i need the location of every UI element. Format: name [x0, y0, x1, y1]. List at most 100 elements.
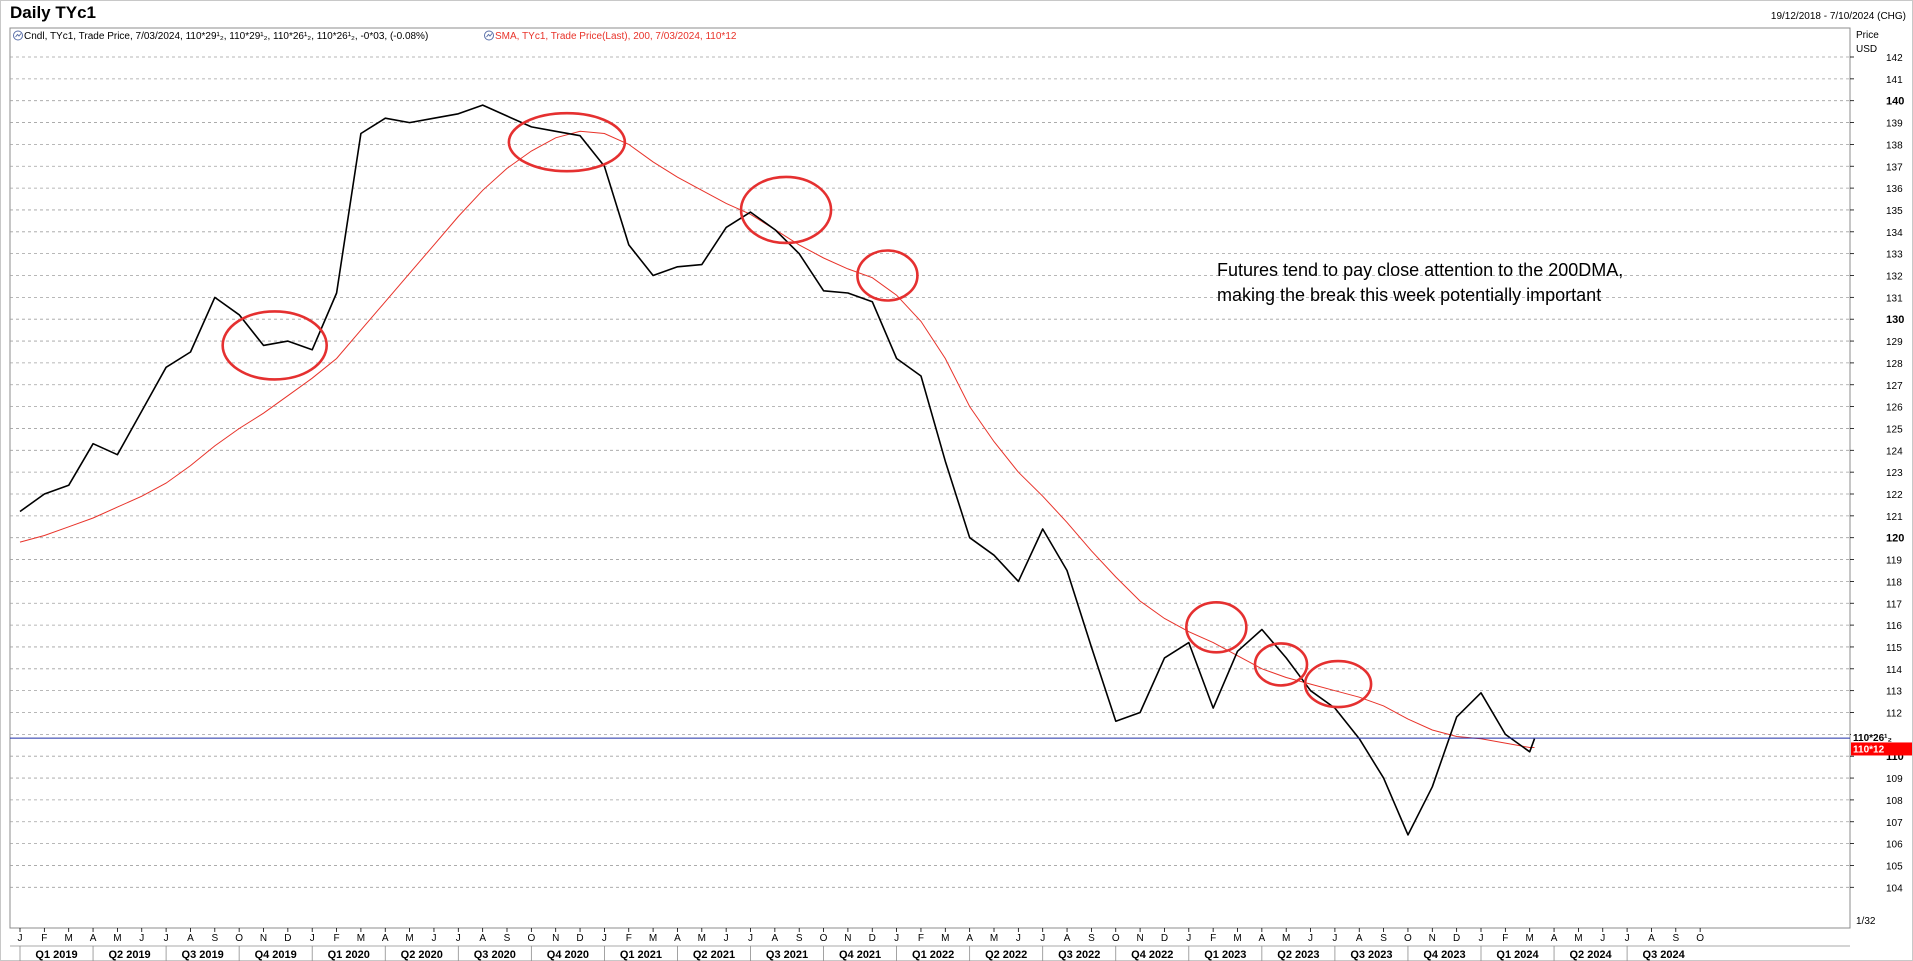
highlight-circle — [507, 111, 627, 173]
price-tick-label: 116 — [1886, 621, 1902, 632]
price-tick-label: 136 — [1886, 184, 1903, 195]
price-tick-label: 120 — [1886, 533, 1904, 545]
month-label: D — [284, 933, 291, 944]
month-label: J — [1625, 933, 1630, 944]
month-label: F — [1210, 933, 1216, 944]
month-label: J — [1040, 933, 1045, 944]
month-label: M — [113, 933, 121, 944]
price-tick-label: 138 — [1886, 140, 1903, 151]
month-label: D — [1161, 933, 1168, 944]
month-label: J — [431, 933, 436, 944]
price-tick-label: 112 — [1886, 709, 1902, 720]
price-tick-label: 135 — [1886, 206, 1903, 217]
sma-price-tag — [1851, 742, 1912, 756]
quarter-label: Q4 2021 — [839, 949, 881, 961]
price-tick-label: 124 — [1886, 446, 1903, 457]
plot-area — [9, 27, 1851, 929]
month-label: M — [1233, 933, 1241, 944]
month-label: A — [1648, 933, 1655, 944]
month-label: M — [405, 933, 413, 944]
month-label: J — [1186, 933, 1191, 944]
month-label: J — [1479, 933, 1484, 944]
price-tick-label: 122 — [1886, 490, 1903, 501]
price-tick-label: 126 — [1886, 403, 1903, 414]
month-label: J — [139, 933, 144, 944]
price-tick-label: 134 — [1886, 228, 1903, 239]
price-tick-label: 127 — [1886, 381, 1903, 392]
chart-icon-glyph — [486, 33, 493, 38]
legend-sma[interactable]: SMA, TYc1, Trade Price(Last), 200, 7/03/… — [484, 30, 737, 42]
price-tick-label: 105 — [1886, 861, 1903, 872]
unit-label: 1/32 — [1856, 916, 1876, 927]
quarter-label: Q4 2022 — [1131, 949, 1173, 961]
month-label: M — [357, 933, 365, 944]
month-label: M — [1282, 933, 1290, 944]
month-label: A — [1551, 933, 1558, 944]
month-label: N — [844, 933, 851, 944]
price-tick-label: 108 — [1886, 796, 1903, 807]
month-label: J — [1016, 933, 1021, 944]
price-tick-label: 104 — [1886, 883, 1903, 894]
month-label: O — [820, 933, 828, 944]
month-label: J — [456, 933, 461, 944]
price-axis-title: Price — [1856, 30, 1879, 41]
month-label: J — [164, 933, 169, 944]
price-tick-label: 125 — [1886, 424, 1903, 435]
month-label: S — [504, 933, 511, 944]
month-label: O — [235, 933, 243, 944]
quarter-label: Q2 2022 — [985, 949, 1027, 961]
price-tick-label: 128 — [1886, 359, 1903, 370]
month-label: A — [382, 933, 389, 944]
price-axis: 1041051061071081091101111121131141151161… — [1850, 53, 1904, 894]
quarter-label: Q3 2021 — [766, 949, 808, 961]
quarter-label: Q2 2021 — [693, 949, 735, 961]
month-label: M — [1574, 933, 1582, 944]
month-label: S — [1088, 933, 1095, 944]
month-label: M — [65, 933, 73, 944]
quarter-label: Q4 2023 — [1423, 949, 1465, 961]
quarter-label: Q3 2019 — [182, 949, 224, 961]
sma-price-tag-text: 110*12 — [1853, 744, 1885, 755]
price-tick-label: 123 — [1886, 468, 1903, 479]
quarter-label: Q1 2020 — [328, 949, 370, 961]
month-label: D — [869, 933, 876, 944]
month-label: F — [918, 933, 924, 944]
month-label: J — [894, 933, 899, 944]
month-label: N — [260, 933, 267, 944]
month-label: M — [941, 933, 949, 944]
price-tick-label: 119 — [1886, 556, 1902, 567]
legend-sma-text: SMA, TYc1, Trade Price(Last), 200, 7/03/… — [495, 31, 737, 42]
chart-title: Daily TYc1 — [10, 3, 96, 22]
month-label: S — [1380, 933, 1387, 944]
price-tick-label: 107 — [1886, 818, 1903, 829]
month-label: O — [1696, 933, 1704, 944]
quarter-label: Q1 2023 — [1204, 949, 1246, 961]
quarter-label: Q1 2019 — [35, 949, 77, 961]
month-label: J — [1332, 933, 1337, 944]
quarter-label: Q3 2022 — [1058, 949, 1100, 961]
price-tick-label: 130 — [1886, 314, 1904, 326]
month-label: J — [1600, 933, 1605, 944]
month-label: A — [966, 933, 973, 944]
currency-label: USD — [1856, 44, 1877, 55]
legend-candle[interactable]: Cndl, TYc1, Trade Price, 7/03/2024, 110*… — [13, 30, 429, 42]
price-tick-label: 118 — [1886, 577, 1902, 588]
month-label: J — [724, 933, 729, 944]
price-tick-label: 140 — [1886, 96, 1904, 108]
month-label: D — [1453, 933, 1460, 944]
quarter-label: Q3 2020 — [474, 949, 516, 961]
month-label: A — [772, 933, 779, 944]
quarter-label: Q4 2019 — [255, 949, 297, 961]
quarter-label: Q1 2024 — [1496, 949, 1539, 961]
annotation-line-1: Futures tend to pay close attention to t… — [1217, 260, 1623, 280]
month-label: A — [674, 933, 681, 944]
month-label: M — [1526, 933, 1534, 944]
month-label: O — [1404, 933, 1412, 944]
month-label: F — [1502, 933, 1508, 944]
month-label: J — [310, 933, 315, 944]
month-label: N — [1429, 933, 1436, 944]
month-label: M — [649, 933, 657, 944]
price-tick-label: 115 — [1886, 643, 1902, 654]
last-price-tag — [1851, 731, 1912, 745]
